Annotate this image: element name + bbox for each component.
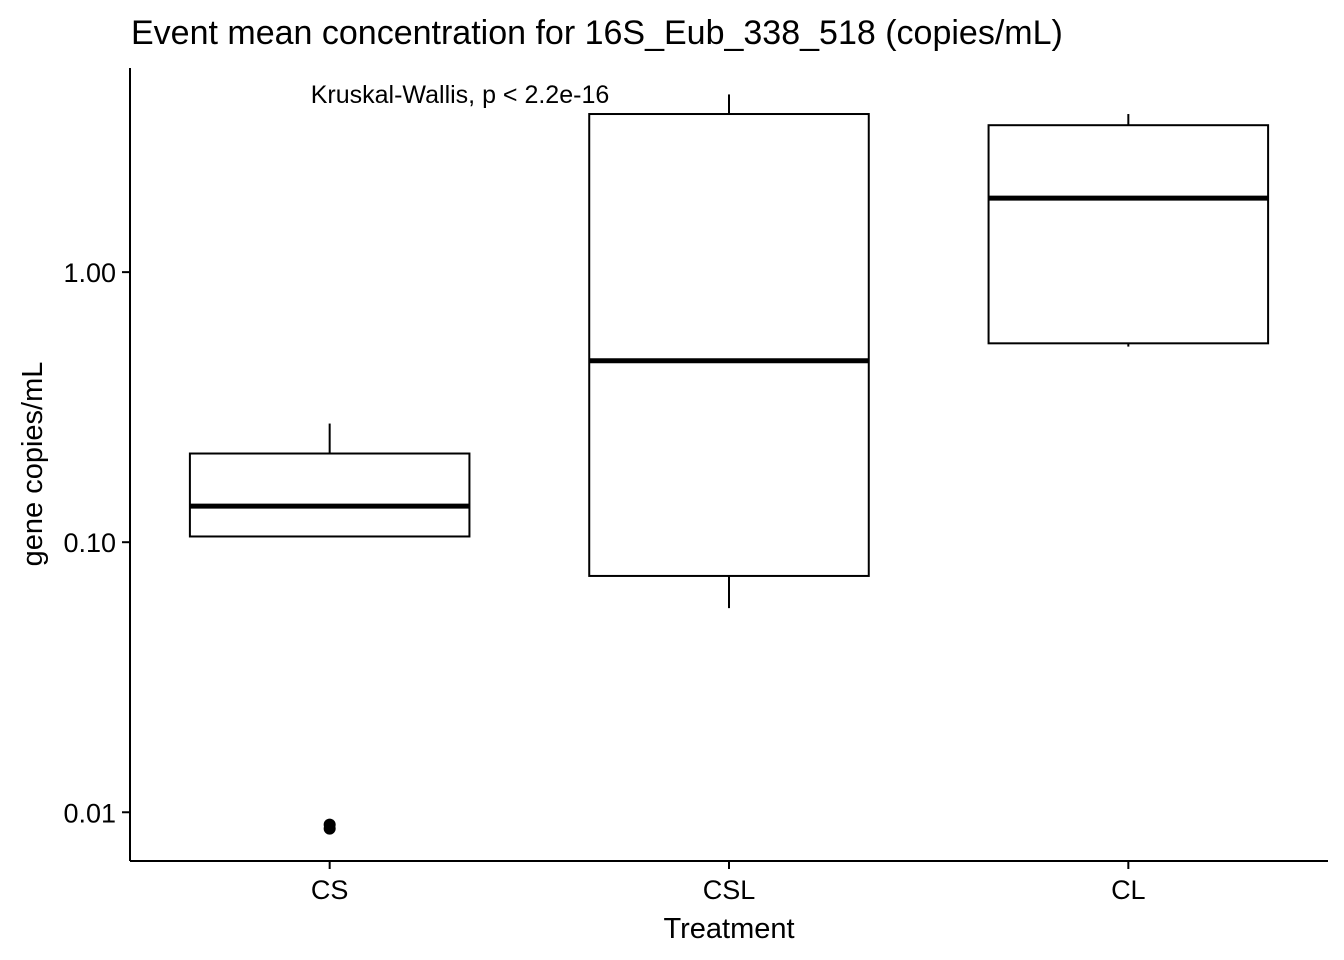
y-tick-label-2: 1.00 [63, 258, 116, 288]
box-group-cs [188, 423, 471, 835]
box-group-cl [987, 114, 1270, 347]
y-axis-title: gene copies/mL [17, 362, 49, 567]
box-group-csl [588, 94, 870, 609]
plot-area [188, 94, 1270, 835]
y-tick-label-1: 0.10 [63, 528, 116, 558]
x-tick-label-cs: CS [311, 875, 349, 905]
axes: CS CSL CL 0.01 0.10 1.00 [63, 68, 1328, 905]
x-tick-label-cl: CL [1111, 875, 1146, 905]
chart-title: Event mean concentration for 16S_Eub_338… [131, 14, 1063, 52]
box-cs [188, 452, 471, 538]
x-tick-label-csl: CSL [703, 875, 756, 905]
y-tick-label-0: 0.01 [63, 798, 116, 828]
outlier-point-cs-1 [323, 818, 336, 831]
kruskal-wallis-annotation: Kruskal-Wallis, p < 2.2e-16 [311, 81, 610, 109]
box-csl [588, 113, 870, 577]
box-cl [987, 124, 1270, 345]
x-axis-title: Treatment [663, 913, 794, 945]
